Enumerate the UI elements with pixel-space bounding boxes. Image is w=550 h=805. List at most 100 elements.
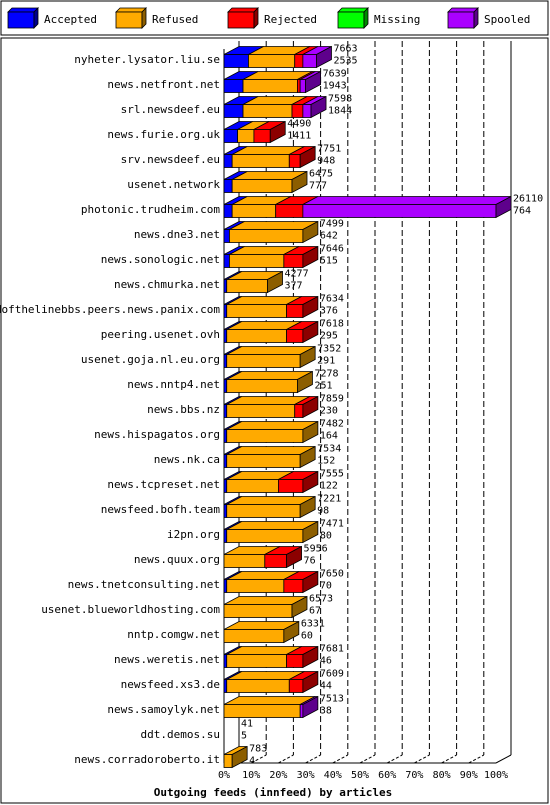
offered-value: 4277 [285, 269, 309, 280]
host-label: i2pn.org [167, 528, 220, 541]
x-tick-label: 50% [351, 770, 369, 781]
offered-value: 7634 [320, 294, 344, 305]
bar-side [302, 395, 319, 419]
bar-side [283, 620, 300, 644]
chart-title: Outgoing feeds (innfeed) by articles [154, 786, 392, 799]
x-tick-label: 0% [218, 770, 230, 781]
host-label: news.weretis.net [114, 653, 220, 666]
bar-segment-accepted [223, 279, 228, 293]
bar-segment-accepted [223, 254, 230, 268]
bar-segment-spool [302, 54, 317, 68]
bar-side [267, 270, 283, 294]
host-label: srv.newsdeef.eu [121, 153, 220, 166]
bar-segment-refused [226, 354, 301, 368]
spooled-value: 70 [320, 581, 332, 592]
spooled-value: 376 [320, 306, 338, 317]
bar-segment-refused [242, 79, 298, 93]
bar-segment-accepted [223, 129, 239, 143]
host-label: news.samoylyk.net [107, 703, 220, 716]
bar-side [302, 245, 319, 269]
host-label: nntp.comgw.net [127, 628, 220, 641]
bar-segment-spool [302, 204, 497, 218]
offered-value: 7609 [320, 669, 344, 680]
host-label: endofthelinebbs.peers.news.panix.com [0, 303, 220, 316]
offered-value: 7534 [317, 444, 341, 455]
bar-segment-accepted [223, 54, 249, 68]
bar-ddt-demos-su: 415 [241, 719, 253, 742]
spooled-value: 60 [301, 631, 313, 642]
bar-segment-rejected [294, 404, 304, 418]
bar-segment-spool [302, 104, 312, 118]
bar-segment-refused [226, 479, 279, 493]
bar-segment-rejected [286, 329, 304, 343]
bar-segment-rejected [286, 304, 304, 318]
bar-side [302, 320, 319, 344]
offered-value: 7681 [320, 644, 344, 655]
spooled-value: 46 [320, 656, 332, 667]
bar-side [302, 520, 319, 544]
legend-item-rejected: Rejected [227, 7, 317, 29]
bar-segment-refused [226, 404, 296, 418]
spooled-value: 2535 [333, 56, 357, 67]
legend-label: Spooled [484, 13, 530, 26]
host-label: nyheter.lysator.liu.se [74, 53, 220, 66]
x-tick-label: 40% [324, 770, 342, 781]
bar-side [231, 745, 248, 769]
spooled-value: 38 [320, 706, 332, 717]
bar-segment-refused [231, 154, 290, 168]
bar-side [302, 220, 319, 244]
offered-value: 783 [249, 744, 267, 755]
spooled-value: 251 [314, 381, 332, 392]
bar-segment-accepted [223, 204, 233, 218]
spooled-value: 1844 [328, 106, 352, 117]
bar-segment-refused [223, 554, 266, 568]
offered-value: 7859 [320, 394, 344, 405]
host-label: srl.newsdeef.eu [121, 103, 220, 116]
offered-value: 7639 [323, 69, 347, 80]
bar-segment-rejected [297, 79, 301, 93]
spooled-value: 642 [320, 231, 338, 242]
bar-segment-refused [223, 629, 285, 643]
bar-side [495, 195, 512, 219]
host-labels: nyheter.lysator.liu.se news.netfront.net s… [0, 53, 220, 766]
offered-value: 7513 [320, 694, 344, 705]
legend-item-spooled: Spooled [447, 7, 530, 29]
bar-segment-refused [248, 54, 296, 68]
spooled-value: 291 [317, 356, 335, 367]
bar-segment-refused [242, 104, 293, 118]
bar-segment-accepted [223, 479, 228, 493]
x-axis-ticks: 0% 10% 20% 30% 40% 50% 60% 70% 80% 90% 100% [218, 770, 508, 781]
legend-item-missing: Missing [337, 7, 420, 29]
bar-segment-top-refused [226, 521, 319, 530]
bar-segment-refused [226, 379, 298, 393]
host-label: peering.usenet.ovh [101, 328, 220, 341]
host-label: newsfeed.bofh.team [101, 503, 221, 516]
bar-segment-rejected [291, 104, 304, 118]
bar-segment-rejected [253, 129, 271, 143]
bar-segment-accepted [223, 179, 233, 193]
offered-value: 4490 [287, 119, 311, 130]
legend-label: Rejected [264, 13, 317, 26]
bar-side [299, 345, 316, 369]
legend: Accepted Refused Rejected Missing Spooled [7, 7, 530, 29]
bar-segment-accepted [223, 504, 228, 518]
x-tick-label: 100% [484, 770, 508, 781]
bar-side [302, 695, 319, 719]
